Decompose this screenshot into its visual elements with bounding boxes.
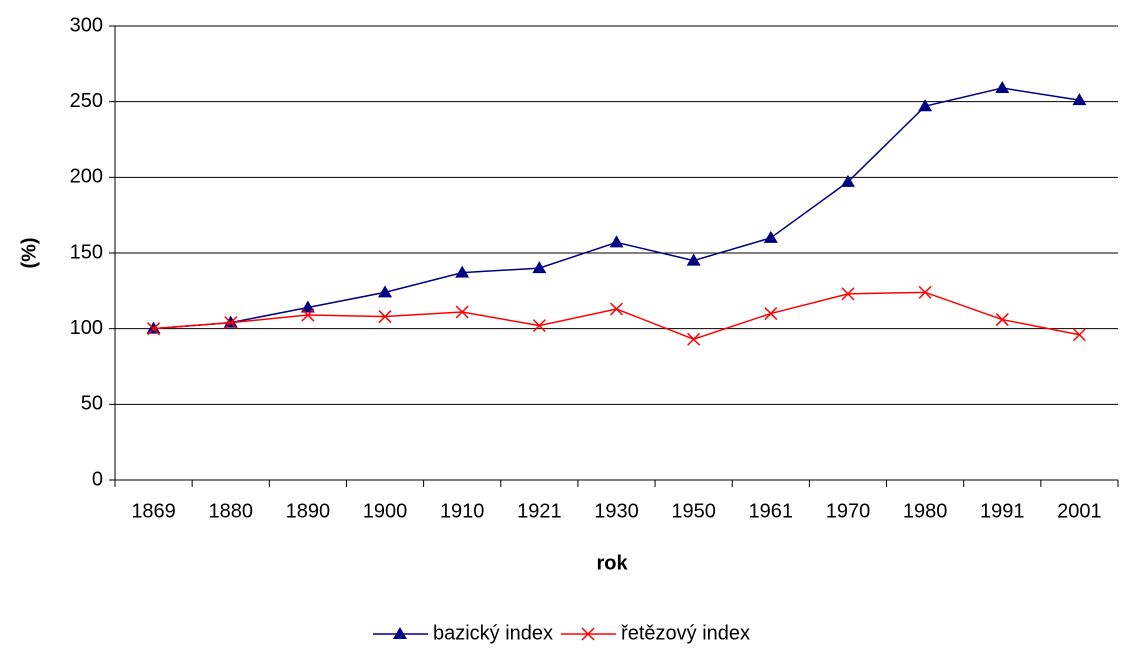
y-tick-label: 300 bbox=[70, 14, 103, 36]
data-point bbox=[841, 287, 855, 301]
y-tick-label: 100 bbox=[70, 317, 103, 339]
data-point bbox=[995, 313, 1009, 327]
data-point bbox=[1072, 328, 1086, 342]
x-tick-label: 1890 bbox=[286, 500, 331, 522]
x-axis-label: rok bbox=[596, 552, 628, 574]
x-tick-label: 1910 bbox=[440, 500, 485, 522]
x-tick-label: 1869 bbox=[131, 500, 176, 522]
data-point bbox=[918, 99, 933, 112]
data-point bbox=[301, 308, 315, 322]
series-line bbox=[153, 87, 1080, 330]
data-point bbox=[995, 81, 1010, 94]
data-point bbox=[764, 307, 778, 321]
y-tick-label: 50 bbox=[81, 393, 103, 415]
x-tick-label: 1921 bbox=[517, 500, 562, 522]
x-tick-label: 1900 bbox=[363, 500, 408, 522]
data-point bbox=[378, 310, 392, 324]
data-point bbox=[840, 174, 855, 187]
x-tick-label: 1880 bbox=[208, 500, 253, 522]
data-point bbox=[763, 230, 778, 243]
legend-label: řetězový index bbox=[621, 622, 750, 644]
y-tick-label: 250 bbox=[70, 90, 103, 112]
data-point bbox=[1072, 93, 1087, 106]
data-point bbox=[455, 265, 470, 278]
data-point bbox=[455, 305, 469, 319]
legend-label: bazický index bbox=[433, 622, 553, 644]
data-point bbox=[532, 319, 546, 333]
data-point bbox=[609, 235, 624, 248]
data-point bbox=[918, 285, 932, 299]
y-tick-label: 0 bbox=[92, 468, 103, 490]
data-point bbox=[532, 261, 547, 274]
x-tick-label: 1991 bbox=[980, 500, 1025, 522]
x-tick-label: 2001 bbox=[1057, 500, 1102, 522]
data-point bbox=[609, 302, 624, 316]
x-tick-label: 1930 bbox=[594, 500, 639, 522]
data-point bbox=[300, 300, 315, 313]
x-tick-label: 1980 bbox=[903, 500, 948, 522]
y-tick-label: 200 bbox=[70, 166, 103, 188]
data-point bbox=[224, 316, 238, 330]
data-point bbox=[147, 322, 161, 336]
legend-marker bbox=[392, 627, 407, 639]
x-tick-label: 1961 bbox=[749, 500, 794, 522]
legend-marker bbox=[581, 627, 595, 641]
y-axis-label: (%) bbox=[18, 237, 40, 268]
data-point bbox=[686, 253, 701, 266]
data-point bbox=[378, 285, 393, 298]
series-line bbox=[153, 291, 1080, 341]
x-tick-label: 1950 bbox=[671, 500, 716, 522]
data-point bbox=[687, 332, 701, 346]
x-tick-label: 1970 bbox=[826, 500, 871, 522]
y-tick-label: 150 bbox=[70, 241, 103, 263]
